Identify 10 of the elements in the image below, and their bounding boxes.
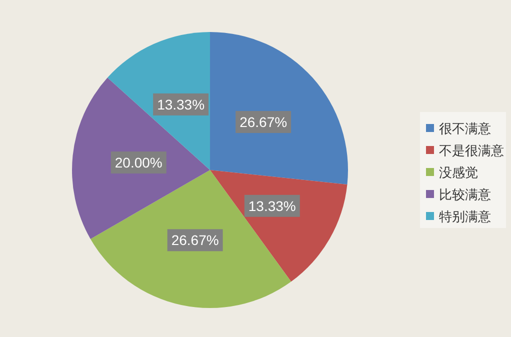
data-label: 13.33% bbox=[248, 198, 296, 214]
data-label: 26.67% bbox=[240, 114, 288, 130]
legend-label: 特别满意 bbox=[439, 209, 491, 224]
data-label: 20.00% bbox=[114, 154, 162, 170]
data-label: 26.67% bbox=[171, 232, 219, 248]
legend-label: 没感觉 bbox=[439, 165, 478, 180]
legend-label: 不是很满意 bbox=[439, 143, 504, 158]
legend-label: 比较满意 bbox=[439, 187, 491, 202]
legend-label: 很不满意 bbox=[439, 121, 491, 136]
data-label: 13.33% bbox=[157, 96, 205, 112]
